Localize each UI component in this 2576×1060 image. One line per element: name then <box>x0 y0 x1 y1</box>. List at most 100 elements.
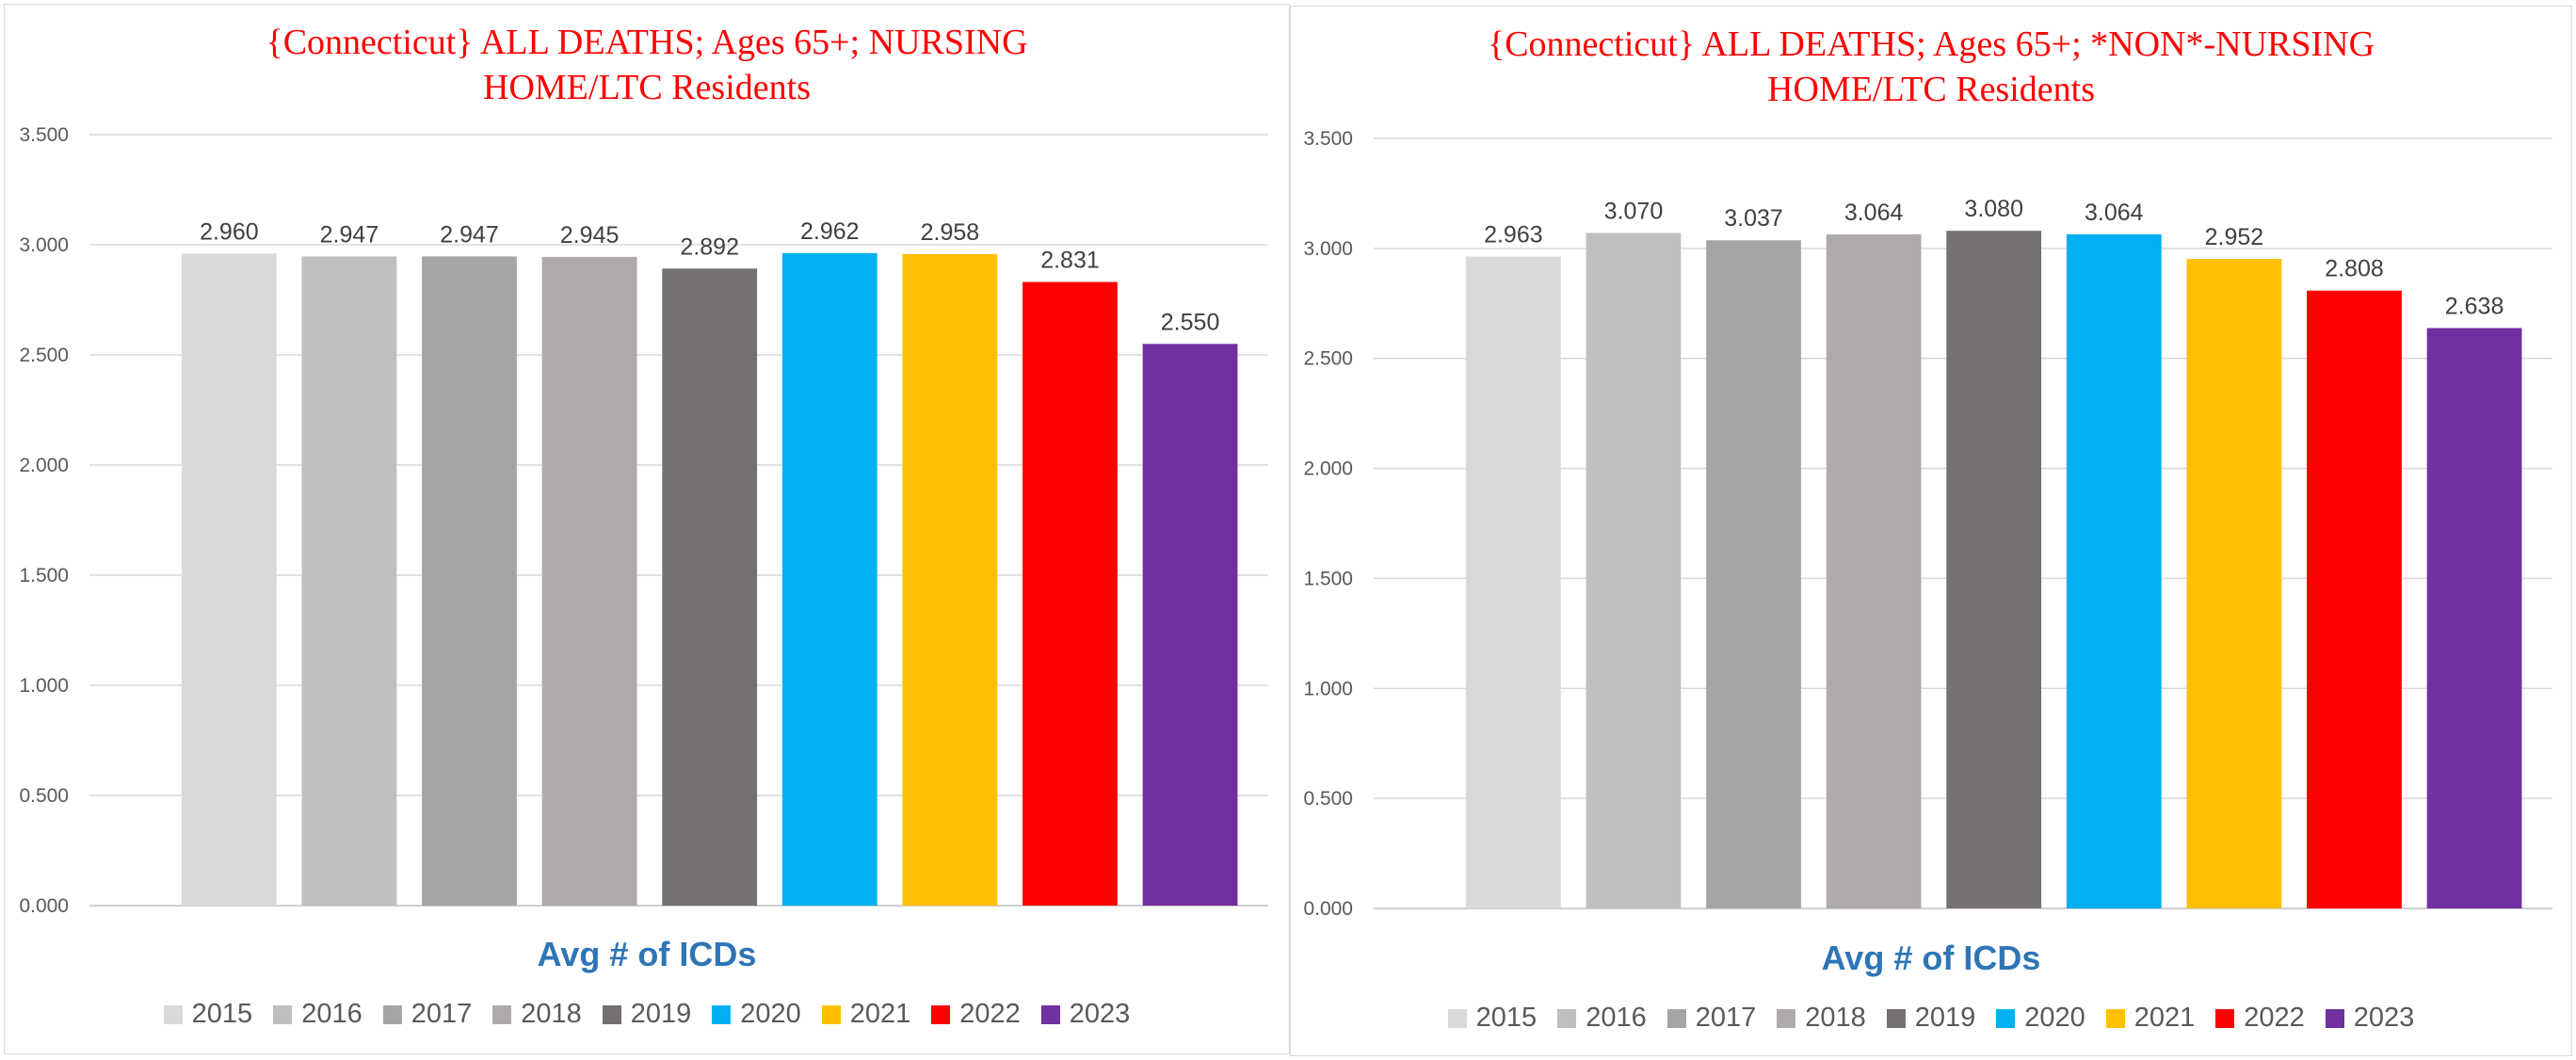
legend-swatch <box>2215 1008 2235 1028</box>
data-label-2023: 2.638 <box>2445 293 2504 319</box>
legend-swatch <box>2105 1008 2125 1028</box>
legend-label: 2022 <box>959 999 1021 1029</box>
legend-swatch <box>712 1004 732 1024</box>
legend-label: 2018 <box>1805 1003 1866 1033</box>
data-label-2019: 3.080 <box>1964 196 2023 222</box>
legend-swatch <box>602 1004 621 1024</box>
y-tick-label: 2.000 <box>19 455 69 476</box>
data-label-2017: 3.037 <box>1724 205 1783 232</box>
legend-item-2023: 2023 <box>2325 1003 2415 1034</box>
legend-swatch <box>492 1004 512 1024</box>
legend-item-2019: 2019 <box>1886 1003 1975 1034</box>
data-label-2022: 2.831 <box>1040 248 1100 274</box>
legend-item-2021: 2021 <box>2105 1003 2196 1034</box>
legend-label: 2022 <box>2244 1003 2305 1033</box>
legend-item-2021: 2021 <box>821 999 911 1030</box>
legend-label: 2015 <box>1475 1003 1538 1033</box>
legend-item-2018: 2018 <box>1777 1003 1866 1034</box>
bar-2023 <box>1142 344 1238 906</box>
legend-swatch <box>382 1004 402 1024</box>
legend-swatch <box>1886 1008 1906 1028</box>
legend-swatch <box>821 1004 841 1024</box>
chart-title: {Connecticut} ALL DEATHS; Ages 65+; *NON… <box>1291 22 2571 112</box>
y-tick-label: 3.000 <box>1303 238 1353 260</box>
legend-label: 2020 <box>740 999 801 1029</box>
y-tick-label: 0.500 <box>19 785 69 807</box>
legend-swatch <box>2325 1008 2344 1028</box>
bar-2020 <box>2066 233 2162 909</box>
y-tick-label: 2.000 <box>1303 458 1353 480</box>
chart-title-line-1: {Connecticut} ALL DEATHS; Ages 65+; *NON… <box>1487 24 2375 64</box>
bar-2021 <box>2186 259 2282 908</box>
chart-panel-nursing-home: {Connecticut} ALL DEATHS; Ages 65+; NURS… <box>4 4 1290 1054</box>
legend-swatch <box>1447 1008 1467 1028</box>
bar-2016 <box>301 256 397 907</box>
legend-item-2018: 2018 <box>492 999 582 1030</box>
legend-swatch <box>273 1004 293 1024</box>
bar-2022 <box>2307 290 2402 908</box>
bar-2017 <box>422 256 517 907</box>
data-label-2017: 2.947 <box>440 221 499 248</box>
chart-title-line-2: HOME/LTC Residents <box>1767 70 2095 109</box>
y-tick-label: 0.000 <box>1303 898 1353 920</box>
y-tick-label: 3.500 <box>1303 128 1353 150</box>
bar-2016 <box>1586 233 1682 909</box>
plot-area: 0.000 0.500 1.000 1.500 2.000 2.500 3.000 3.500… <box>19 124 1268 917</box>
legend-label: 2021 <box>2133 1003 2196 1033</box>
data-label-2021: 2.958 <box>921 219 980 246</box>
bar-2023 <box>2426 328 2522 909</box>
legend-item-2020: 2020 <box>1996 1003 2085 1034</box>
legend-label: 2016 <box>301 999 362 1029</box>
legend-swatch <box>163 1004 183 1024</box>
legend-label: 2017 <box>411 999 473 1029</box>
legend-swatch <box>1557 1008 1577 1028</box>
data-label-2015: 2.963 <box>1484 222 1543 249</box>
legend-label: 2016 <box>1586 1003 1647 1033</box>
bar-2018 <box>1826 233 1922 909</box>
legend-item-2016: 2016 <box>1557 1003 1647 1034</box>
plot-area: 0.000 0.500 1.000 1.500 2.000 2.500 3.000 3.500… <box>1303 128 2552 920</box>
bar-2020 <box>781 252 877 907</box>
legend-label: 2023 <box>2353 1003 2415 1033</box>
data-label-2020: 2.962 <box>800 218 860 245</box>
x-axis-label: Avg # of ICDs <box>1821 939 2041 977</box>
legend-item-2019: 2019 <box>602 999 692 1030</box>
legend-item-2022: 2022 <box>931 999 1021 1030</box>
legend-label: 2017 <box>1695 1003 1757 1033</box>
legend-item-2015: 2015 <box>1447 1003 1538 1034</box>
legend-label: 2021 <box>849 999 911 1029</box>
legend-swatch <box>1777 1008 1796 1028</box>
legend-label: 2019 <box>630 999 692 1029</box>
legend-item-2022: 2022 <box>2215 1003 2305 1034</box>
legend-swatch <box>1996 1008 2016 1028</box>
data-label-2021: 2.952 <box>2205 224 2264 250</box>
legend-item-2017: 2017 <box>1666 1003 1757 1034</box>
y-tick-label: 3.500 <box>19 124 69 146</box>
data-label-2022: 2.808 <box>2325 256 2384 282</box>
y-tick-label: 2.500 <box>1303 348 1353 370</box>
y-tick-label: 1.000 <box>19 675 69 697</box>
y-tick-label: 1.500 <box>19 565 69 586</box>
bar-2015 <box>1465 256 1561 908</box>
bar-2021 <box>902 253 998 906</box>
data-label-2015: 2.960 <box>200 218 259 245</box>
chart-title-line-1: {Connecticut} ALL DEATHS; Ages 65+; NURS… <box>266 23 1028 62</box>
bar-2015 <box>181 253 277 906</box>
data-label-2016: 2.947 <box>320 221 379 248</box>
legend-item-2017: 2017 <box>382 999 473 1030</box>
bar-2018 <box>541 256 637 906</box>
bar-2019 <box>1946 231 2042 908</box>
legend-swatch <box>1040 1004 1060 1024</box>
y-tick-label: 2.500 <box>19 345 69 366</box>
chart-title-line-2: HOME/LTC Residents <box>483 68 811 107</box>
legend: 2015 2016 2017 2018 2019 2020 2021 2022 2023 <box>1291 1003 2571 1034</box>
y-tick-label: 0.000 <box>19 895 69 917</box>
chart-panel-non-nursing-home: {Connecticut} ALL DEATHS; Ages 65+; *NON… <box>1290 6 2572 1056</box>
chart-title: {Connecticut} ALL DEATHS; Ages 65+; NURS… <box>5 20 1289 110</box>
y-tick-label: 3.000 <box>19 234 69 256</box>
legend-label: 2018 <box>521 999 582 1029</box>
x-axis-label: Avg # of ICDs <box>537 935 757 973</box>
y-tick-label: 1.500 <box>1303 568 1353 589</box>
legend-label: 2020 <box>2024 1003 2085 1033</box>
data-label-2023: 2.550 <box>1161 309 1220 335</box>
